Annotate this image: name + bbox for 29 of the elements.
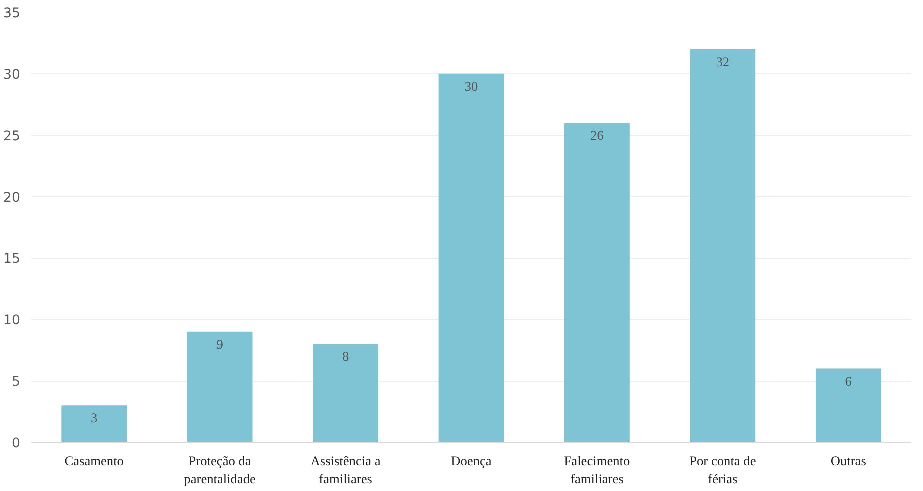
- data-label: 30: [464, 78, 478, 94]
- bar: [690, 49, 756, 442]
- x-tick-label: Outras: [830, 454, 866, 468]
- bar: [313, 344, 378, 442]
- x-tick-label: Assistência a familiares: [310, 454, 381, 486]
- y-tick-label: 20: [4, 190, 21, 206]
- data-label: 3: [91, 410, 98, 426]
- x-tick-label: Casamento: [64, 454, 124, 468]
- bar: [187, 332, 253, 442]
- bar: [564, 123, 630, 442]
- bar: [62, 406, 128, 442]
- y-tick-label: 10: [4, 314, 21, 329]
- x-tick-label: Falecimento familiares: [564, 454, 630, 486]
- y-tick-label: 25: [4, 129, 21, 144]
- data-label: 26: [590, 128, 604, 144]
- y-tick-label: 35: [4, 6, 21, 22]
- bar: [438, 74, 504, 442]
- x-tick-label: Proteção da parentalidade: [184, 454, 256, 486]
- y-tick-label: 0: [12, 436, 21, 452]
- data-label: 8: [342, 349, 350, 364]
- bar: [816, 368, 882, 442]
- data-label: 32: [716, 54, 730, 70]
- y-tick-label: 5: [12, 375, 21, 390]
- x-tick-label: Por conta de férias: [690, 454, 756, 486]
- x-tick-label: Doença: [451, 454, 492, 468]
- y-tick-label: 30: [4, 68, 21, 83]
- y-tick-label: 15: [4, 252, 21, 268]
- data-label: 9: [216, 336, 224, 352]
- data-label: 6: [845, 374, 852, 389]
